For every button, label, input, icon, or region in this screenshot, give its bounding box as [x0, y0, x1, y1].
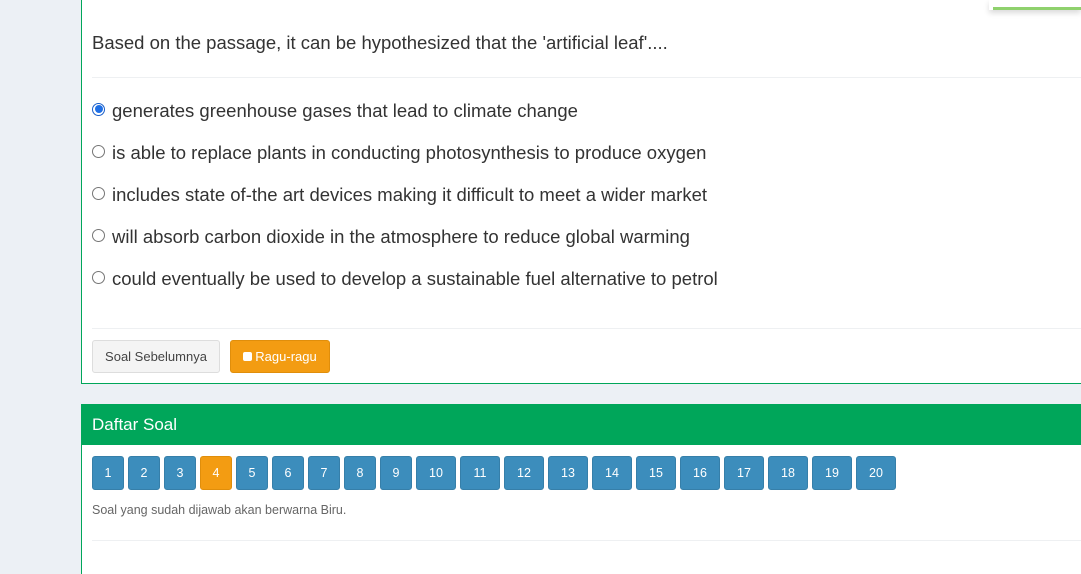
question-list-panel: Daftar Soal 1 2 3 4 5 6 7 8 9 10 11 12 13 14 15 16 17 18 1… [81, 404, 1081, 574]
option-a-radio[interactable] [92, 102, 105, 116]
question-text: Based on the passage, it can be hypothes… [92, 32, 668, 53]
question-list-title: Daftar Soal [82, 404, 1081, 445]
option-b-radio[interactable] [92, 144, 105, 158]
question-number-button-6[interactable]: 6 [272, 456, 304, 490]
option-d-radio[interactable] [92, 228, 105, 242]
question-list-note: Soal yang sudah dijawab akan berwarna Bi… [92, 503, 347, 517]
question-number-button-2[interactable]: 2 [128, 456, 160, 490]
option-d-label[interactable]: will absorb carbon dioxide in the atmosp… [112, 226, 690, 247]
question-number-button-14[interactable]: 14 [592, 456, 632, 490]
option-b-label[interactable]: is able to replace plants in conducting … [112, 142, 707, 163]
question-number-button-1[interactable]: 1 [92, 456, 124, 490]
question-number-button-13[interactable]: 13 [548, 456, 588, 490]
question-number-button-19[interactable]: 19 [812, 456, 852, 490]
option-c[interactable]: includes state of-the art devices making… [92, 183, 707, 207]
option-c-label[interactable]: includes state of-the art devices making… [112, 184, 708, 205]
question-number-button-3[interactable]: 3 [164, 456, 196, 490]
doubt-checkbox-icon[interactable] [243, 352, 253, 361]
question-number-button-8[interactable]: 8 [344, 456, 376, 490]
question-number-button-9[interactable]: 9 [380, 456, 412, 490]
option-e-label[interactable]: could eventually be used to develop a su… [112, 268, 718, 289]
question-number-button-4[interactable]: 4 [200, 456, 232, 490]
question-number-button-18[interactable]: 18 [768, 456, 808, 490]
question-number-button-7[interactable]: 7 [308, 456, 340, 490]
question-number-button-11[interactable]: 11 [460, 456, 500, 490]
question-number-button-20[interactable]: 20 [856, 456, 896, 490]
doubt-toggle-button[interactable]: Ragu-ragu [230, 340, 330, 373]
option-c-radio[interactable] [92, 186, 105, 200]
option-e-radio[interactable] [92, 270, 105, 284]
question-number-button-10[interactable]: 10 [416, 456, 456, 490]
option-b[interactable]: is able to replace plants in conducting … [92, 141, 706, 165]
option-d[interactable]: will absorb carbon dioxide in the atmosp… [92, 225, 690, 249]
question-number-button-16[interactable]: 16 [680, 456, 720, 490]
question-number-button-17[interactable]: 17 [724, 456, 764, 490]
corner-accent [989, 0, 1081, 10]
option-a[interactable]: generates greenhouse gases that lead to … [92, 99, 578, 123]
option-a-label[interactable]: generates greenhouse gases that lead to … [112, 100, 578, 121]
doubt-button-label[interactable]: Ragu-ragu [255, 349, 317, 364]
footer-divider [92, 328, 1081, 329]
question-number-button-12[interactable]: 12 [504, 456, 544, 490]
question-number-button-5[interactable]: 5 [236, 456, 268, 490]
question-panel: Based on the passage, it can be hypothes… [81, 0, 1081, 384]
previous-question-button[interactable]: Soal Sebelumnya [92, 340, 220, 373]
list-divider [92, 540, 1081, 541]
option-e[interactable]: could eventually be used to develop a su… [92, 267, 718, 291]
question-number-button-15[interactable]: 15 [636, 456, 676, 490]
divider [92, 77, 1081, 78]
